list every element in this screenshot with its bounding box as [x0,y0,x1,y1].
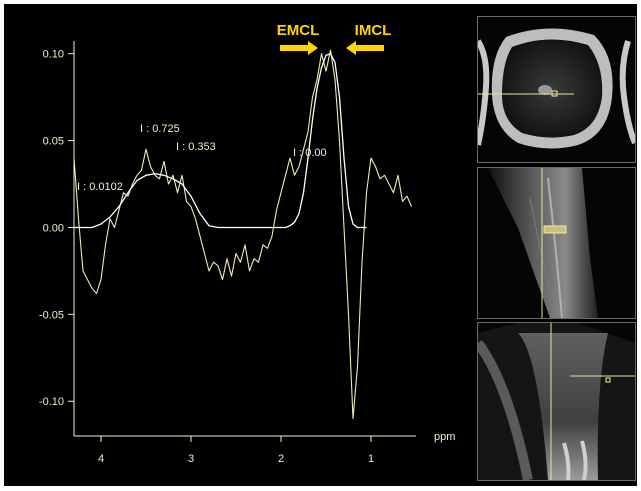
axial-voxel [551,90,558,97]
chart-traces [73,49,413,420]
emcl-arrow [280,41,318,55]
integral-label: I : 0.353 [176,141,216,153]
sagittal-voxel [605,377,611,383]
imcl-arrow [346,41,384,55]
y-tick-label: 0.10 [43,49,64,61]
integral-label: I : 0.00 [293,147,327,159]
coronal-voxel [543,225,567,234]
emcl-imcl-annotation: EMCL IMCL [277,22,392,55]
y-tick-label: -0.05 [39,309,64,321]
x-tick-label: 3 [188,453,194,465]
y-tick-label: 0.05 [43,136,64,148]
x-tick-label: 1 [368,453,374,465]
chart-ticks: 0.10 0.05 0.00 -0.05 -0.10 4 3 2 1 [39,49,374,465]
y-tick-label: -0.10 [39,396,64,408]
chart-axes [73,41,416,437]
integral-labels: I : 0.0102 I : 0.725 I : 0.353 I : 0.00 [77,123,327,193]
coronal-mri-thumbnail[interactable] [477,167,636,319]
sagittal-mri-thumbnail[interactable] [477,322,636,481]
y-tick-label: 0.00 [43,222,64,234]
integral-label: I : 0.0102 [77,181,123,193]
x-tick-label: 4 [98,453,104,465]
spectrum-line [73,49,413,420]
axial-mri-thumbnail[interactable] [477,16,636,163]
integral-label: I : 0.725 [140,123,180,135]
x-tick-label: 2 [278,453,284,465]
fit-line [74,53,367,229]
imcl-label: IMCL [355,22,392,39]
spectrum-panel: 0.10 0.05 0.00 -0.05 -0.10 4 3 2 1 I : 0.0102 I :… [4,4,637,486]
x-axis-unit-label: ppm [434,431,455,443]
emcl-label: EMCL [277,22,320,39]
